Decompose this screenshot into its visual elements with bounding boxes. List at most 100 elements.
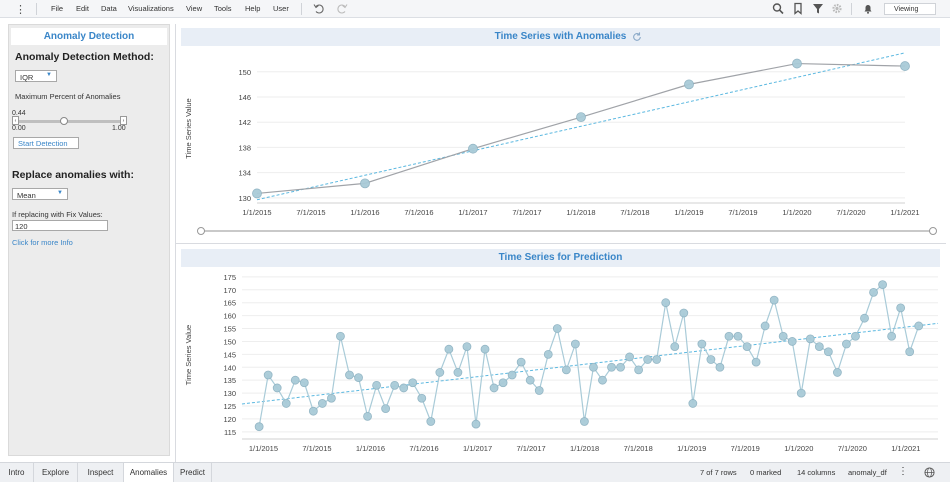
data-point	[408, 378, 418, 388]
method-select[interactable]: IQR ▼	[15, 70, 57, 82]
data-point	[905, 347, 915, 357]
data-point	[453, 368, 463, 377]
data-point	[372, 380, 381, 390]
replace-select[interactable]: Mean ▼	[12, 188, 68, 200]
bookmark-icon[interactable]	[792, 2, 804, 15]
panel-divider	[175, 24, 176, 462]
data-point	[281, 399, 291, 408]
anomaly-settings-panel: Anomaly Detection Anomaly Detection Meth…	[8, 24, 170, 456]
method-label: Anomaly Detection Method:	[15, 51, 154, 63]
data-point	[534, 386, 544, 395]
menu-file[interactable]: File	[51, 4, 64, 13]
data-point	[426, 417, 436, 426]
data-point	[706, 355, 716, 364]
data-point	[715, 362, 725, 372]
data-point	[507, 370, 517, 380]
menu-separator	[301, 3, 302, 15]
slider-min-handle[interactable]: ‹	[12, 116, 19, 125]
start-detection-button[interactable]: Start Detection	[13, 137, 79, 149]
marked-count: 0 marked	[750, 468, 782, 477]
panel-title: Anomaly Detection	[11, 28, 167, 45]
redo-icon[interactable]	[336, 2, 348, 15]
chart1-header: Time Series with Anomalies	[181, 28, 940, 46]
tab-inspect[interactable]: Inspect	[78, 463, 124, 482]
y-tick-label: 170	[223, 286, 236, 295]
menu-edit[interactable]: Edit	[76, 4, 89, 13]
tab-intro[interactable]: Intro	[0, 463, 34, 482]
menu-data[interactable]: Data	[101, 4, 117, 13]
data-point	[360, 178, 370, 189]
data-point	[900, 61, 910, 71]
trend-line	[256, 52, 906, 201]
data-point	[543, 349, 553, 359]
data-point	[444, 344, 454, 354]
tab-anomalies[interactable]: Anomalies	[124, 463, 174, 482]
data-point	[684, 79, 694, 90]
search-icon[interactable]	[772, 2, 784, 15]
globe-icon[interactable]	[924, 467, 935, 478]
menu-separator	[36, 3, 37, 15]
anomalies-chart: 130 134 138 142 146 150 1/1/2015 7/1/2015 1/1/20…	[184, 52, 920, 217]
refresh-icon[interactable]	[632, 32, 642, 42]
tab-predict[interactable]: Predict	[174, 463, 212, 482]
x-tick-label: 7/1/2019	[731, 444, 760, 453]
data-point	[489, 383, 499, 393]
more-options-icon[interactable]: ⋮	[898, 466, 908, 477]
slider-max-handle[interactable]: ›	[120, 116, 127, 125]
slider-handle[interactable]	[60, 117, 69, 125]
data-point	[796, 388, 806, 398]
x-tick-label: 1/1/2020	[784, 444, 813, 453]
data-point	[896, 303, 906, 313]
x-tick-label: 7/1/2016	[409, 444, 438, 453]
menu-user[interactable]: User	[273, 4, 289, 13]
mode-label: Viewing	[894, 6, 919, 13]
data-point	[860, 313, 869, 323]
slider-track[interactable]	[15, 120, 127, 123]
more-info-link[interactable]: Click for more Info	[12, 238, 73, 247]
data-point	[643, 355, 653, 364]
data-point	[480, 344, 490, 354]
range-start-handle[interactable]	[197, 227, 205, 235]
y-tick-label: 150	[238, 68, 251, 77]
fix-value-input[interactable]: 120	[12, 220, 108, 231]
x-tick-label: 7/1/2020	[838, 444, 867, 453]
y-tick-label: 160	[223, 312, 236, 321]
data-point	[399, 383, 409, 393]
y-tick-label: 165	[223, 299, 236, 308]
max-percent-label: Maximum Percent of Anomalies	[15, 92, 121, 101]
data-point	[598, 375, 607, 385]
y-tick-label: 142	[238, 118, 251, 127]
data-point	[724, 331, 734, 341]
data-point	[634, 365, 644, 375]
undo-icon[interactable]	[313, 2, 325, 15]
slider-value: 0.44	[12, 110, 26, 117]
data-point	[670, 342, 680, 352]
gear-icon[interactable]	[831, 2, 843, 15]
data-point	[516, 357, 526, 367]
x-tick-label: 1/1/2017	[458, 208, 487, 217]
data-point	[570, 339, 580, 349]
data-point	[607, 362, 616, 372]
menu-tools[interactable]: Tools	[214, 4, 232, 13]
more-menu-icon[interactable]: ⋮	[15, 4, 26, 16]
bell-icon[interactable]	[862, 2, 874, 15]
x-tick-label: 1/1/2018	[570, 444, 599, 453]
data-point	[462, 342, 472, 352]
menu-help[interactable]: Help	[245, 4, 261, 13]
mode-dropdown[interactable]: Viewing	[884, 3, 936, 15]
data-point	[272, 383, 282, 393]
y-tick-label: 145	[223, 350, 236, 359]
menu-visualizations[interactable]: Visualizations	[128, 4, 174, 13]
table-name[interactable]: anomaly_df	[848, 468, 887, 477]
series-line	[258, 283, 920, 427]
y-tick-label: 134	[238, 169, 251, 178]
tab-explore[interactable]: Explore	[34, 463, 78, 482]
filter-icon[interactable]	[812, 2, 824, 15]
data-point	[317, 399, 327, 408]
data-point	[299, 378, 309, 388]
y-tick-label: 120	[223, 415, 236, 424]
range-end-handle[interactable]	[929, 227, 937, 235]
range-slider-track[interactable]	[201, 230, 934, 232]
slider-min-label: 0.00	[12, 125, 26, 132]
menu-view[interactable]: View	[186, 4, 203, 13]
